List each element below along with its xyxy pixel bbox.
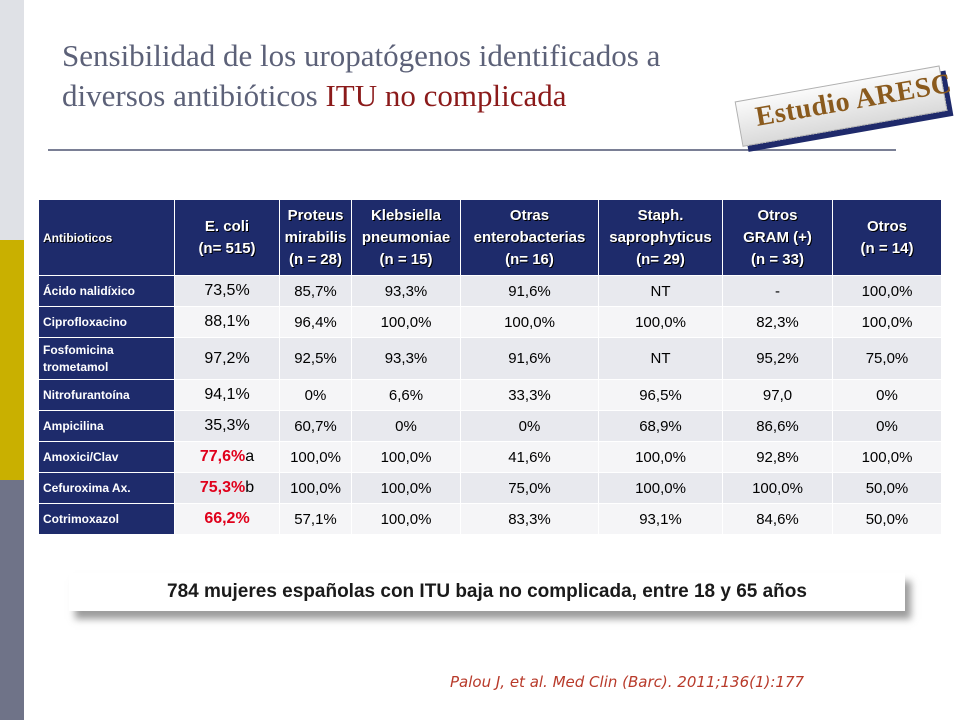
cell-klebsiella: 100,0% (351, 441, 461, 473)
cell-otros: 100,0% (832, 441, 942, 473)
cell-staph: 96,5% (598, 379, 723, 411)
cell-otros: 0% (832, 410, 942, 442)
cell-klebsiella: 6,6% (351, 379, 461, 411)
cell-ecoli: 77,6%a (174, 441, 280, 473)
cell-staph: 100,0% (598, 441, 723, 473)
row-label: Cotrimoxazol (38, 503, 175, 535)
cell-proteus: 57,1% (279, 503, 352, 535)
cell-ecoli: 66,2% (174, 503, 280, 535)
header-otros-gram: Otros GRAM (+) (n = 33) (722, 199, 833, 276)
cell-otras: 83,3% (460, 503, 599, 535)
row-label: Cefuroxima Ax. (38, 472, 175, 504)
cell-otros: 75,0% (832, 337, 942, 380)
row-label: Amoxici/Clav (38, 441, 175, 473)
cell-klebsiella: 93,3% (351, 275, 461, 307)
cell-proteus: 60,7% (279, 410, 352, 442)
header-otras-enterobacterias: Otras enterobacterias (n= 16) (460, 199, 599, 276)
table-row: Cefuroxima Ax. 75,3%b 100,0% 100,0% 75,0… (38, 472, 942, 504)
table-row: Cotrimoxazol 66,2% 57,1% 100,0% 83,3% 93… (38, 503, 942, 535)
header-ecoli: E. coli (n= 515) (174, 199, 280, 276)
slide-sidebar (0, 0, 24, 720)
table-header-row: Antibioticos E. coli (n= 515) Proteus mira… (38, 199, 942, 276)
cell-klebsiella: 100,0% (351, 503, 461, 535)
cell-otras: 33,3% (460, 379, 599, 411)
table-row: Fosfomicina trometamol 97,2% 92,5% 93,3% … (38, 337, 942, 380)
cell-staph: NT (598, 275, 723, 307)
row-label: Ciprofloxacino (38, 306, 175, 338)
table-row: Amoxici/Clav 77,6%a 100,0% 100,0% 41,6% … (38, 441, 942, 473)
cell-klebsiella: 100,0% (351, 306, 461, 338)
cell-gram: 86,6% (722, 410, 833, 442)
cell-proteus: 100,0% (279, 441, 352, 473)
cell-gram: - (722, 275, 833, 307)
cell-otras: 91,6% (460, 337, 599, 380)
cell-gram: 97,0 (722, 379, 833, 411)
sensitivity-table: Antibioticos E. coli (n= 515) Proteus mira… (38, 199, 942, 535)
slide-title: Sensibilidad de los uropatógenos identif… (62, 36, 822, 116)
footnote-marker: a (245, 448, 255, 465)
sidebar-block-slate (0, 480, 24, 720)
header-antibioticos: Antibioticos (38, 199, 175, 276)
cell-otros: 100,0% (832, 306, 942, 338)
cell-otras: 100,0% (460, 306, 599, 338)
cell-staph: NT (598, 337, 723, 380)
title-line-2: diversos antibióticos (62, 78, 326, 113)
header-staph: Staph. saprophyticus (n= 29) (598, 199, 723, 276)
cell-otros: 50,0% (832, 503, 942, 535)
cell-gram: 95,2% (722, 337, 833, 380)
cell-klebsiella: 93,3% (351, 337, 461, 380)
cell-klebsiella: 0% (351, 410, 461, 442)
cell-proteus: 92,5% (279, 337, 352, 380)
cell-gram: 82,3% (722, 306, 833, 338)
cell-proteus: 0% (279, 379, 352, 411)
title-divider (48, 149, 896, 151)
cell-ecoli: 97,2% (174, 337, 280, 380)
header-otros: Otros (n = 14) (832, 199, 942, 276)
row-label: Ácido nalidíxico (38, 275, 175, 307)
row-label: Nitrofurantoína (38, 379, 175, 411)
table-row: Ampicilina 35,3% 60,7% 0% 0% 68,9% 86,6%… (38, 410, 942, 442)
sidebar-block-gold (0, 240, 24, 480)
table-row: Nitrofurantoína 94,1% 0% 6,6% 33,3% 96,5… (38, 379, 942, 411)
cell-ecoli: 35,3% (174, 410, 280, 442)
cell-otras: 91,6% (460, 275, 599, 307)
sidebar-block-light (0, 0, 24, 240)
header-proteus: Proteus mirabilis (n = 28) (279, 199, 352, 276)
cell-otros: 50,0% (832, 472, 942, 504)
cell-otras: 0% (460, 410, 599, 442)
cell-klebsiella: 100,0% (351, 472, 461, 504)
cell-otros: 100,0% (832, 275, 942, 307)
cell-ecoli: 75,3%b (174, 472, 280, 504)
cell-staph: 100,0% (598, 472, 723, 504)
citation: Palou J, et al. Med Clin (Barc). 2011;13… (450, 673, 805, 691)
population-banner: 784 mujeres españolas con ITU baja no co… (69, 573, 905, 611)
footnote-marker: b (245, 479, 255, 496)
cell-otros: 0% (832, 379, 942, 411)
cell-staph: 100,0% (598, 306, 723, 338)
title-highlight: ITU no complicada (325, 78, 567, 113)
cell-proteus: 100,0% (279, 472, 352, 504)
cell-proteus: 85,7% (279, 275, 352, 307)
cell-ecoli: 88,1% (174, 306, 280, 338)
banner-text: 784 mujeres españolas con ITU baja no co… (167, 581, 807, 602)
header-klebsiella: Klebsiella pneumoniae (n = 15) (351, 199, 461, 276)
cell-proteus: 96,4% (279, 306, 352, 338)
cell-otras: 41,6% (460, 441, 599, 473)
cell-ecoli: 94,1% (174, 379, 280, 411)
cell-gram: 92,8% (722, 441, 833, 473)
cell-gram: 84,6% (722, 503, 833, 535)
cell-otras: 75,0% (460, 472, 599, 504)
cell-ecoli: 73,5% (174, 275, 280, 307)
table-row: Ácido nalidíxico 73,5% 85,7% 93,3% 91,6%… (38, 275, 942, 307)
title-line-1: Sensibilidad de los uropatógenos identif… (62, 38, 661, 73)
cell-gram: 100,0% (722, 472, 833, 504)
cell-staph: 93,1% (598, 503, 723, 535)
row-label: Ampicilina (38, 410, 175, 442)
row-label: Fosfomicina trometamol (38, 337, 175, 380)
cell-staph: 68,9% (598, 410, 723, 442)
table-row: Ciprofloxacino 88,1% 96,4% 100,0% 100,0%… (38, 306, 942, 338)
